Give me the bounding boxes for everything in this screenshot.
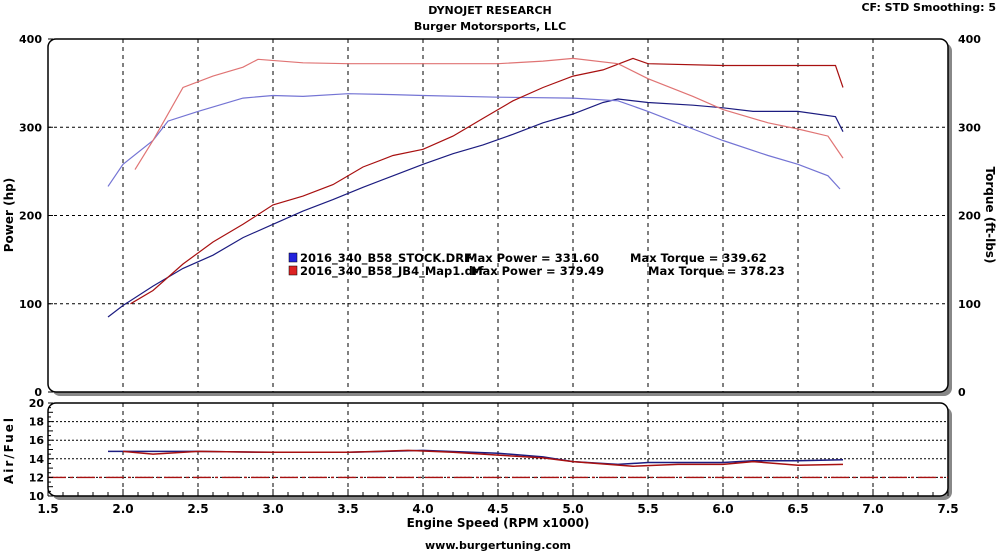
- afr-y-tick-label: 20: [29, 397, 45, 410]
- legend-swatch-stock: [288, 252, 298, 263]
- legend-max-torque-jb4: Max Torque = 378.23: [648, 264, 785, 278]
- y-tick-label: 200: [19, 210, 42, 223]
- chart-title: DYNOJET RESEARCH: [428, 4, 551, 17]
- x-tick-label: 4.0: [412, 502, 433, 516]
- y2-tick-label: 0: [958, 386, 966, 399]
- x-tick-label: 3.5: [337, 502, 358, 516]
- series-stock_torque: [107, 93, 841, 190]
- afr-y-tick-label: 12: [29, 471, 44, 484]
- x-tick-label: 7.0: [862, 502, 883, 516]
- x-tick-label: 1.5: [37, 502, 58, 516]
- x-tick-label: 7.5: [937, 502, 958, 516]
- legend-max-power-stock: Max Power = 331.60: [466, 251, 599, 265]
- x-tick-label: 5.0: [562, 502, 583, 516]
- y-tick-label: 400: [19, 33, 42, 46]
- y2-tick-label: 300: [958, 121, 981, 134]
- y-axis-label-afr: Air/Fuel: [2, 416, 16, 484]
- x-axis-label: Engine Speed (RPM x1000): [407, 516, 590, 530]
- chart-subtitle: Burger Motorsports, LLC: [414, 20, 566, 33]
- legend-max-power-jb4: Max Power = 379.49: [471, 264, 604, 278]
- afr-y-tick-label: 10: [29, 490, 45, 503]
- x-tick-label: 6.0: [712, 502, 733, 516]
- y-axis-label-torque: Torque (ft-lbs): [983, 167, 997, 264]
- y2-tick-label: 400: [958, 33, 981, 46]
- x-tick-label: 4.5: [487, 502, 508, 516]
- afr-y-tick-label: 18: [29, 416, 44, 429]
- x-tick-label: 5.5: [637, 502, 658, 516]
- legend-swatch-jb4: [288, 265, 298, 276]
- x-tick-label: 2.0: [112, 502, 133, 516]
- x-tick-label: 2.5: [187, 502, 208, 516]
- x-tick-label: 3.0: [262, 502, 283, 516]
- legend-file-jb4: 2016_340_B58_JB4_Map1.drf: [300, 264, 485, 279]
- series-jb4_torque: [134, 57, 844, 170]
- afr-y-tick-label: 16: [29, 434, 45, 447]
- y2-tick-label: 100: [958, 298, 981, 311]
- series-jb4_afr: [122, 449, 844, 467]
- y-axis-label-power: Power (hp): [2, 178, 16, 252]
- x-tick-label: 6.5: [787, 502, 808, 516]
- afr-y-tick-label: 14: [29, 453, 45, 466]
- legend: 2016_340_B58_STOCK.DRF Max Power = 331.6…: [288, 251, 785, 279]
- y-tick-label: 100: [19, 298, 42, 311]
- legend-file-stock: 2016_340_B58_STOCK.DRF: [300, 251, 472, 266]
- y2-tick-label: 200: [958, 210, 981, 223]
- series-jb4_power: [130, 57, 844, 305]
- afr-panel: [47, 402, 949, 497]
- website-label: www.burgertuning.com: [425, 539, 571, 551]
- legend-max-torque-stock: Max Torque = 339.62: [630, 251, 767, 265]
- y-tick-label: 0: [34, 386, 42, 399]
- settings-label: CF: STD Smoothing: 5: [861, 1, 996, 14]
- y-tick-label: 300: [19, 121, 42, 134]
